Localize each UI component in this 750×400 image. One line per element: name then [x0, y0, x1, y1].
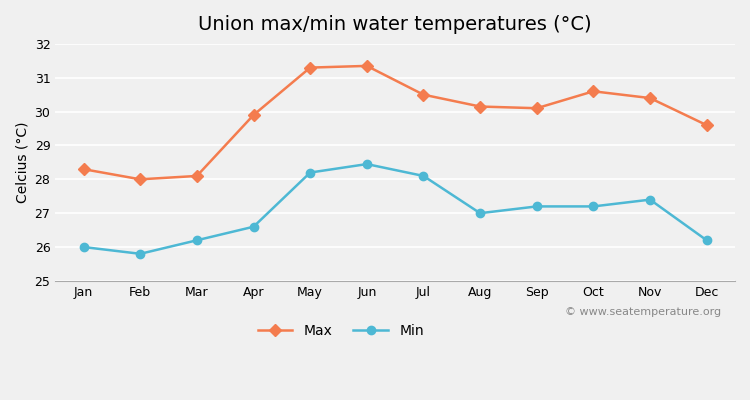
- Line: Min: Min: [80, 160, 711, 258]
- Max: [646, 96, 655, 100]
- Max: [136, 177, 145, 182]
- Max: [476, 104, 484, 109]
- Min: [306, 170, 315, 175]
- Max: [193, 174, 202, 178]
- Max: [306, 65, 315, 70]
- Min: [646, 197, 655, 202]
- Max: [419, 92, 428, 97]
- Max: [249, 112, 258, 117]
- Min: [532, 204, 542, 209]
- Max: [702, 123, 711, 128]
- Max: [79, 167, 88, 172]
- Legend: Max, Min: Max, Min: [252, 319, 429, 344]
- Min: [589, 204, 598, 209]
- Text: © www.seatemperature.org: © www.seatemperature.org: [566, 307, 722, 317]
- Title: Union max/min water temperatures (°C): Union max/min water temperatures (°C): [198, 15, 592, 34]
- Line: Max: Max: [80, 62, 711, 184]
- Min: [79, 245, 88, 250]
- Y-axis label: Celcius (°C): Celcius (°C): [15, 122, 29, 203]
- Min: [419, 174, 428, 178]
- Max: [589, 89, 598, 94]
- Min: [249, 224, 258, 229]
- Max: [532, 106, 542, 111]
- Min: [702, 238, 711, 243]
- Min: [362, 162, 371, 166]
- Min: [193, 238, 202, 243]
- Max: [362, 64, 371, 68]
- Min: [476, 211, 484, 216]
- Min: [136, 252, 145, 256]
